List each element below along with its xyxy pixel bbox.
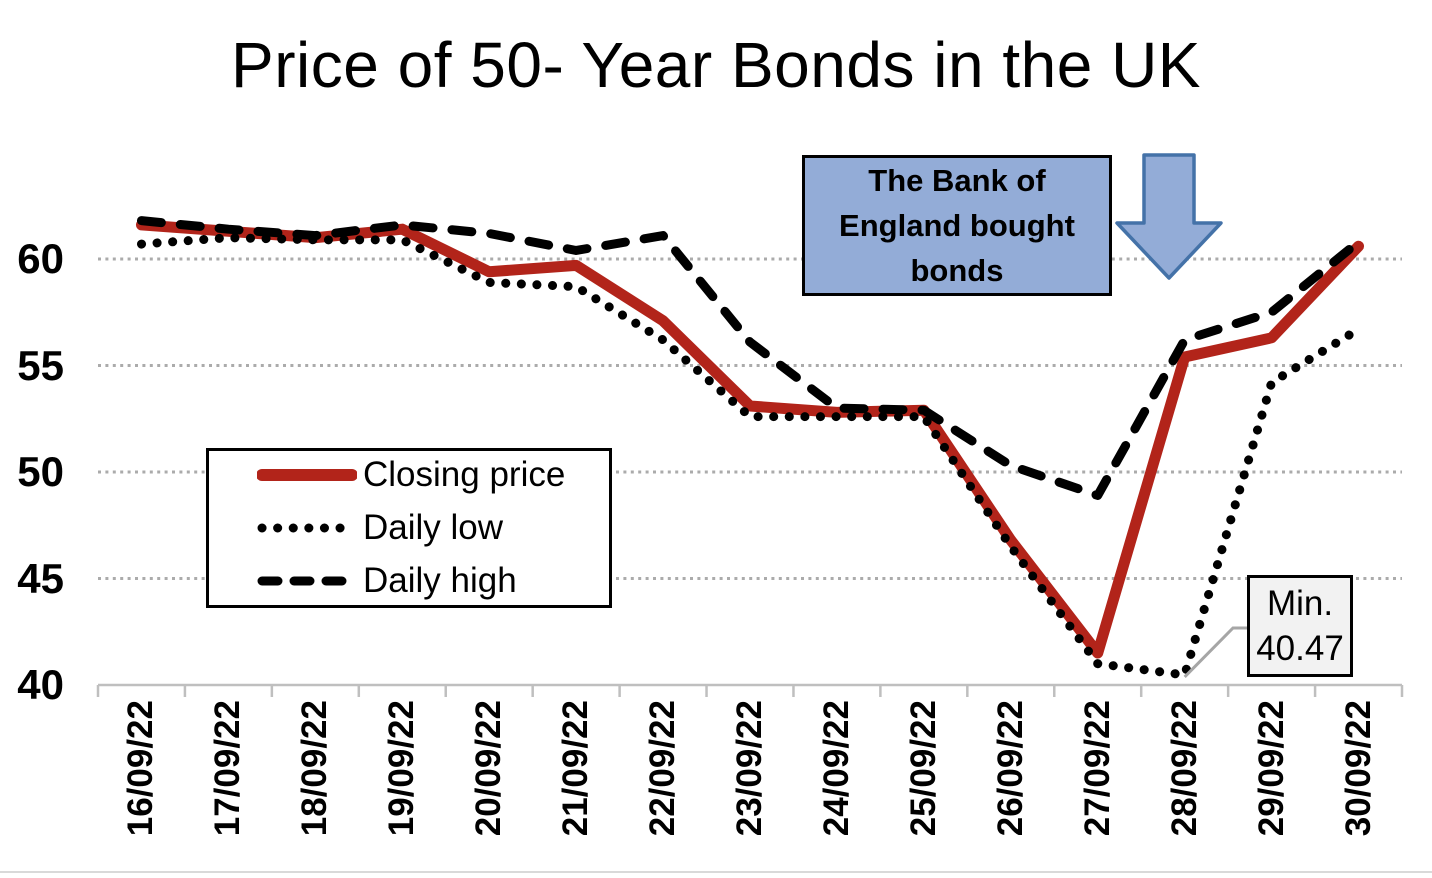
x-label-17-09-22: 17/09/22: [208, 700, 248, 837]
series-daily-low: [136, 233, 1364, 680]
x-label-19-09-22: 19/09/22: [382, 700, 422, 837]
legend-label-closing-price: Closing price: [363, 455, 566, 494]
min-callout-label: Min.: [1266, 584, 1334, 623]
closing-price-swatch: [257, 469, 357, 481]
y-label-50: 50: [17, 448, 64, 495]
x-label-28-09-22: 28/09/22: [1164, 700, 1204, 837]
daily-low-swatch: [257, 523, 357, 533]
min-leader-line: [1183, 626, 1248, 679]
daily-high-swatch: [257, 576, 357, 586]
x-label-26-09-22: 26/09/22: [990, 700, 1030, 837]
x-label-20-09-22: 20/09/22: [469, 700, 509, 837]
min-callout-leader: [1183, 626, 1248, 679]
annotation-text: The Bank of England bought bonds: [839, 163, 1075, 288]
legend-item-daily-high: Daily high: [257, 555, 609, 608]
x-label-21-09-22: 21/09/22: [556, 700, 596, 837]
x-label-27-09-22: 27/09/22: [1077, 700, 1117, 837]
down-arrow-icon: [1115, 153, 1223, 280]
annotation-box: The Bank of England bought bonds: [802, 155, 1112, 296]
legend-label-daily-high: Daily high: [363, 561, 517, 600]
y-label-60: 60: [17, 235, 64, 282]
bottom-separator: [0, 871, 1432, 873]
x-label-30-09-22: 30/09/22: [1338, 700, 1378, 837]
x-axis: [96, 683, 1404, 697]
legend-item-daily-low: Daily low: [257, 502, 609, 555]
x-label-24-09-22: 24/09/22: [816, 700, 856, 837]
y-label-40: 40: [17, 661, 64, 708]
min-callout: Min. 40.47: [1247, 575, 1353, 677]
y-label-55: 55: [17, 341, 64, 389]
y-label-45: 45: [17, 554, 64, 602]
x-label-22-09-22: 22/09/22: [643, 700, 683, 837]
series-daily-high: [136, 216, 1364, 500]
legend: Closing price Daily low Daily high: [206, 448, 612, 608]
x-label-23-09-22: 23/09/22: [730, 700, 769, 837]
x-label-29-09-22: 29/09/22: [1251, 700, 1291, 837]
legend-rows: Closing price Daily low Daily high: [257, 449, 609, 608]
chart-title: Price of 50- Year Bonds in the UK: [231, 29, 1201, 101]
x-label-16-09-22: 16/09/22: [121, 700, 161, 837]
x-label-25-09-22: 25/09/22: [903, 700, 943, 837]
legend-item-closing-price: Closing price: [257, 449, 609, 502]
x-label-18-09-22: 18/09/22: [295, 700, 335, 837]
min-callout-value: 40.47: [1256, 629, 1344, 668]
series-lines: [135, 216, 1365, 680]
legend-label-daily-low: Daily low: [363, 508, 504, 547]
